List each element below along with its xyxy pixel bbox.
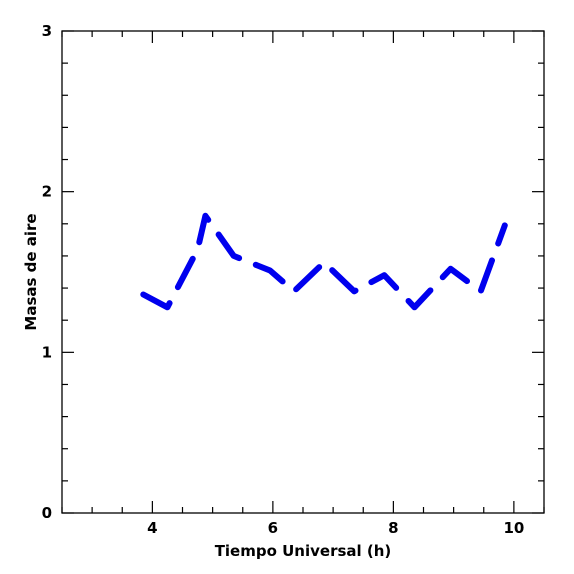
- x-tick-label: 10: [503, 519, 524, 537]
- y-tick-label: 2: [42, 183, 52, 201]
- y-tick-label: 0: [42, 504, 52, 522]
- axis-ticks: [61, 30, 545, 514]
- x-tick-label: 6: [268, 519, 278, 537]
- tick-labels: 4 6 8 10 0 1 2 3: [42, 22, 525, 537]
- x-tick-label: 8: [388, 519, 398, 537]
- series-line: [140, 212, 508, 311]
- series-layer: [140, 212, 508, 311]
- y-axis-label: Masas de aire: [22, 213, 40, 330]
- y-tick-label: 3: [42, 22, 52, 40]
- plot-frame: [61, 30, 545, 514]
- y-tick-label: 1: [42, 343, 52, 361]
- x-tick-label: 4: [147, 519, 157, 537]
- x-axis-label: Tiempo Universal (h): [215, 542, 392, 560]
